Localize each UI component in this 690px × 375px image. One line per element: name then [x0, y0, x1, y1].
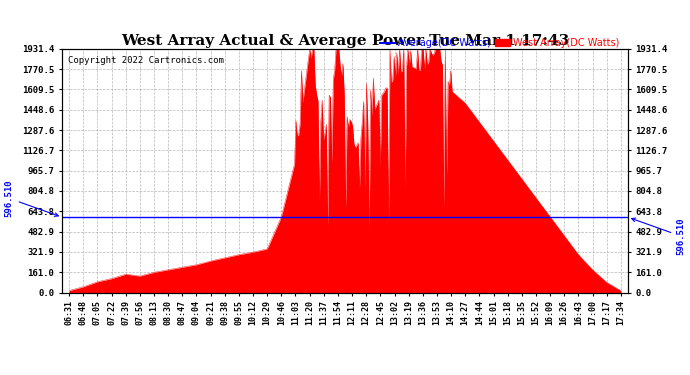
Text: Copyright 2022 Cartronics.com: Copyright 2022 Cartronics.com: [68, 56, 224, 65]
Text: 596.510: 596.510: [631, 217, 685, 255]
Legend: Average(DC Watts), West Array(DC Watts): Average(DC Watts), West Array(DC Watts): [376, 34, 623, 52]
Text: 596.510: 596.510: [5, 180, 59, 217]
Title: West Array Actual & Average Power Tue Mar 1 17:43: West Array Actual & Average Power Tue Ma…: [121, 34, 569, 48]
